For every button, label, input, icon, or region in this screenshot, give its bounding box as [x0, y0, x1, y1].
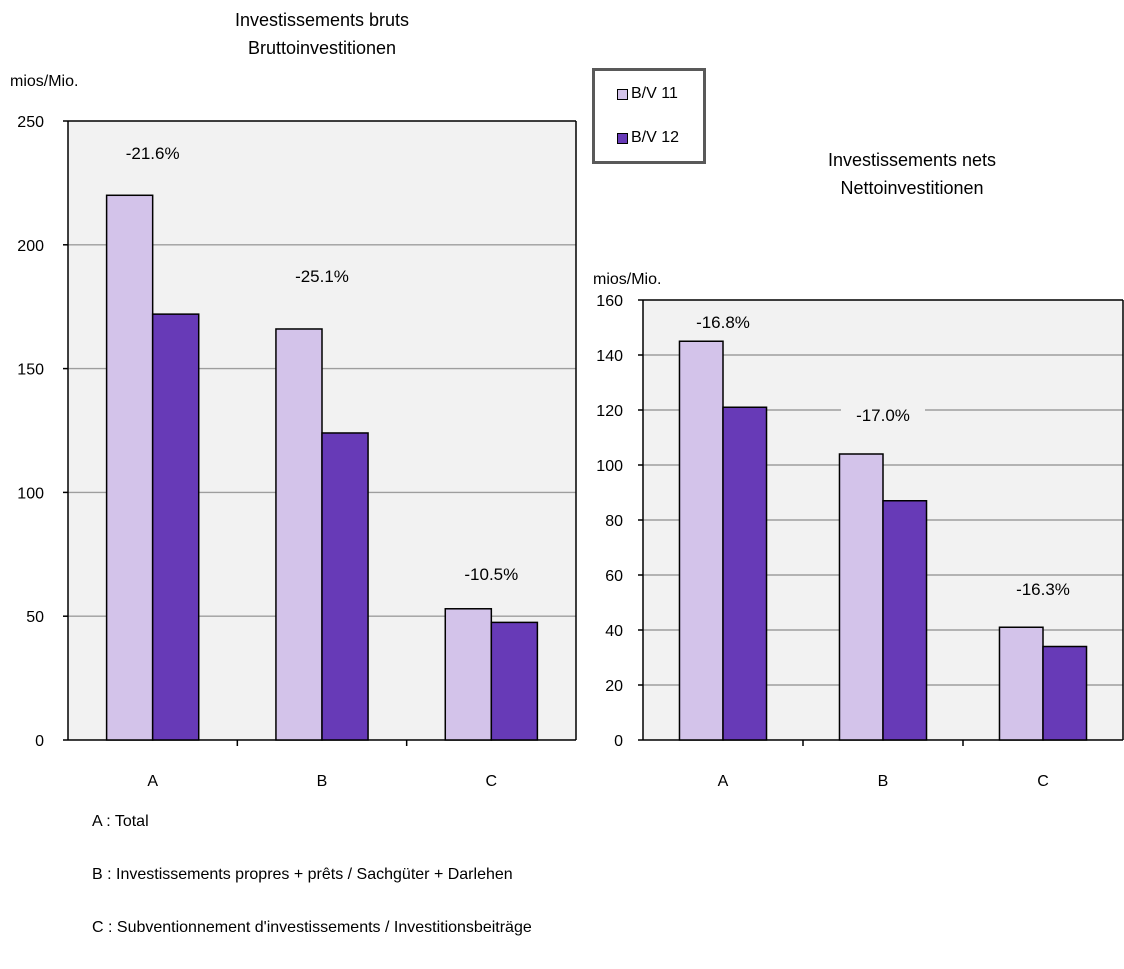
chart1-annotation-bg-b: [280, 267, 364, 289]
chart2-annotation-c: -16.3%: [1016, 580, 1070, 599]
chart2-annotation-bg-b: [841, 406, 925, 428]
chart2-bar-a-series2: [722, 406, 768, 741]
legend: B/V 11 B/V 12: [592, 68, 706, 164]
note-c: C : Subventionnement d'investissements /…: [92, 919, 532, 936]
chart2-bar-b-series2: [882, 500, 928, 741]
chart1-annotation-bg-a: [110, 144, 195, 166]
legend-label-bv11: B/V 11: [631, 85, 678, 102]
chart2-bar-b-series1: [838, 453, 884, 741]
note-a: A : Total: [92, 813, 149, 830]
chart2-title-line2: Nettoinvestitionen: [840, 178, 983, 198]
chart1-y-unit-label: mios/Mio.: [10, 73, 78, 90]
chart2-y-unit-label: mios/Mio.: [593, 271, 661, 288]
chart1-annotation-c: -10.5%: [464, 565, 518, 584]
chart2-x-tick-label-c: C: [1037, 773, 1049, 790]
charts-canvas: 050100150200250A-21.6%B-25.1%C-10.5%Inve…: [10, 10, 1124, 790]
chart1-bar-c-series1: [444, 608, 493, 741]
chart1-y-tick-label: 50: [26, 609, 44, 626]
chart1-y-tick-label: 0: [35, 733, 44, 750]
chart2-annotation-bg-a: [681, 313, 765, 335]
chart1-y-tick-label: 100: [17, 485, 44, 502]
chart1-y-tick-label: 200: [17, 238, 44, 255]
chart2-annotation-bg-c: [1001, 580, 1085, 602]
category-notes: A : Total B : Investissements propres + …: [92, 810, 532, 969]
chart2-x-tick-label-a: A: [718, 773, 729, 790]
chart1-bar-a-series1: [105, 194, 154, 741]
chart1-title-line1: Investissements bruts: [235, 10, 409, 30]
chart2-y-tick-label: 0: [614, 733, 623, 750]
chart1-bar-c-series2: [490, 621, 539, 741]
chart1-x-tick-label-b: B: [317, 773, 328, 790]
chart2-bar-c-series1: [998, 626, 1044, 741]
note-b: B : Investissements propres + prêts / Sa…: [92, 866, 513, 883]
chart1-x-tick-label-a: A: [147, 773, 158, 790]
chart1-bar-b-series2: [321, 432, 369, 741]
chart2-y-tick-label: 20: [605, 678, 623, 695]
chart2-y-tick-label: 160: [596, 293, 623, 310]
chart1-annotation-bg-c: [449, 565, 534, 587]
chart1-x-tick-label-c: C: [486, 773, 498, 790]
chart1-annotation-a: -21.6%: [126, 144, 180, 163]
chart2-annotation-b: -17.0%: [856, 406, 910, 425]
legend-item-bv11: B/V 11: [617, 85, 678, 103]
chart1-y-tick-label: 150: [17, 362, 44, 379]
chart2-y-tick-label: 120: [596, 403, 623, 420]
chart2-annotation-a: -16.8%: [696, 313, 750, 332]
chart2-title-line1: Investissements nets: [828, 150, 996, 170]
chart1-bar-b-series1: [275, 328, 323, 741]
chart2-y-tick-label: 100: [596, 458, 623, 475]
chart1-y-tick-label: 250: [17, 114, 44, 131]
chart1-annotation-b: -25.1%: [295, 267, 349, 286]
chart2-x-tick-label-b: B: [878, 773, 889, 790]
chart2-y-tick-label: 60: [605, 568, 623, 585]
chart2-y-tick-label: 40: [605, 623, 623, 640]
legend-swatch-bv11: [617, 88, 628, 100]
chart2-bar-a-series1: [678, 340, 724, 741]
legend-item-bv12: B/V 12: [617, 129, 679, 147]
chart2-y-tick-label: 80: [605, 513, 623, 530]
legend-swatch-bv12: [617, 132, 628, 144]
chart2-y-tick-label: 140: [596, 348, 623, 365]
chart2-bar-c-series2: [1042, 645, 1088, 741]
chart1-bar-a-series2: [151, 313, 200, 741]
chart1-title-line2: Bruttoinvestitionen: [248, 38, 396, 58]
legend-label-bv12: B/V 12: [631, 129, 680, 146]
